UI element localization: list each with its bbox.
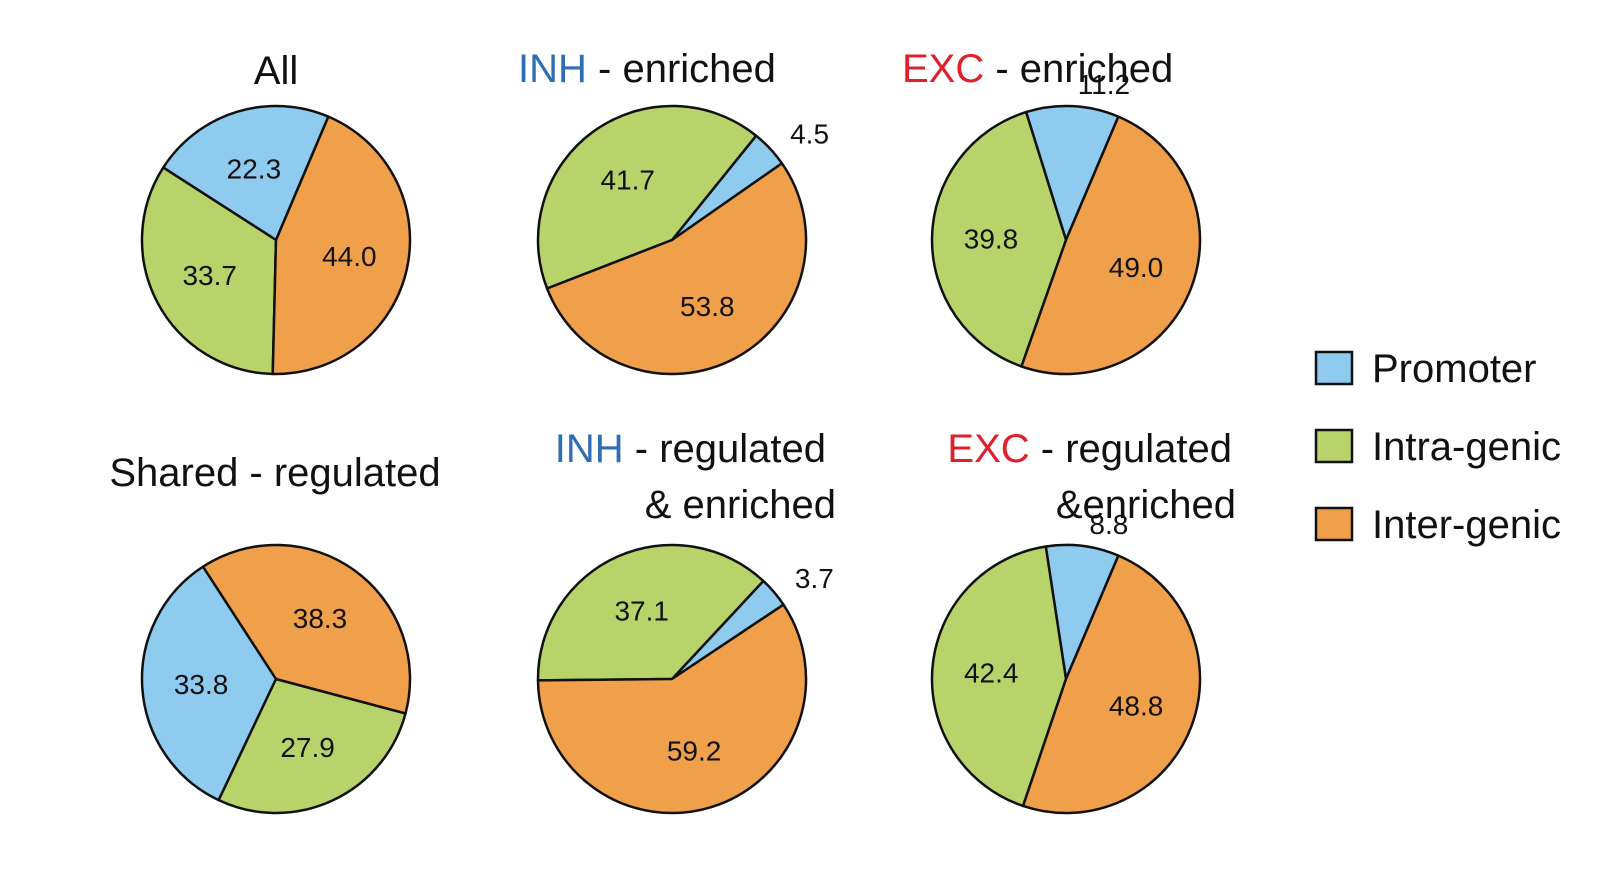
pie-slice-intergenic: [1020, 115, 1202, 376]
pie-slice-promoter: [140, 565, 278, 802]
pie-slice-intragenic: [217, 677, 407, 815]
pie-slice-promoter: [162, 104, 330, 242]
pie-slice-intergenic: [536, 603, 808, 815]
pie-slice-label-intergenic: 44.0: [322, 241, 377, 272]
pie-title-inh-regulated: INH - regulated: [555, 427, 826, 471]
legend-item-intragenic: Intra-genic: [1314, 425, 1561, 469]
legend-swatch-intragenic: [1314, 428, 1354, 464]
pie-slice-label-promoter: 33.8: [174, 669, 229, 700]
pie-title-exc-enriched: EXC - enriched: [902, 47, 1173, 91]
pie-slice-label-intragenic: 33.7: [182, 260, 237, 291]
pie-slice-intergenic: [271, 115, 412, 376]
pie-title-rest: - enriched: [995, 47, 1173, 91]
pie-all: 22.3 33.7 44.0: [140, 104, 412, 376]
pie-inh-enriched: 4.5 41.7 53.8: [536, 104, 829, 376]
pie-slice-label-intergenic: 49.0: [1109, 252, 1164, 283]
pie-title-rest: - enriched: [598, 47, 776, 91]
pie-slice-label-intragenic: 41.7: [600, 164, 655, 195]
pie-slice-label-promoter: 8.8: [1089, 509, 1128, 540]
pie-slice-label-intergenic: 48.8: [1109, 691, 1164, 722]
pie-title-inh-regulated-line2: & enriched: [645, 483, 836, 527]
pie-title-prefix-exc: EXC: [902, 47, 984, 91]
legend-item-intergenic: Inter-genic: [1314, 503, 1561, 547]
pie-slice-label-intragenic: 42.4: [964, 658, 1019, 689]
pie-inh-regulated-enriched: 3.7 37.1 59.2: [536, 543, 834, 815]
pie-title-exc-regulated: EXC - regulated: [947, 427, 1232, 471]
pie-slice-intergenic: [1021, 554, 1202, 815]
legend-label-intergenic: Inter-genic: [1372, 503, 1561, 547]
pie-slice-intergenic: [201, 543, 412, 715]
pie-title-prefix-exc: EXC: [947, 427, 1029, 471]
pie-shared-regulated: 33.8 27.9 38.3: [140, 543, 412, 815]
pie-title-exc-regulated-line2: &enriched: [1056, 483, 1236, 527]
pie-title-shared-regulated: Shared - regulated: [109, 451, 440, 495]
legend: Promoter Intra-genic Inter-genic: [1314, 347, 1561, 547]
pie-slice-label-promoter: 4.5: [790, 119, 829, 150]
legend-item-promoter: Promoter: [1314, 347, 1537, 391]
pie-slice-label-intragenic: 37.1: [614, 595, 669, 626]
pie-slice-label-intergenic: 38.3: [293, 603, 348, 634]
pie-slice-intragenic: [536, 104, 758, 290]
legend-label-intragenic: Intra-genic: [1372, 425, 1561, 469]
pie-title-prefix-inh: INH: [518, 47, 587, 91]
pie-title-rest: - regulated: [1041, 427, 1232, 471]
pie-slice-label-intergenic: 53.8: [680, 291, 735, 322]
pie-exc-regulated-enriched: 8.8 42.4 48.8: [930, 509, 1202, 815]
pie-title-prefix-inh: INH: [555, 427, 624, 471]
legend-swatch-intergenic: [1314, 506, 1354, 542]
pie-slice-label-intragenic: 27.9: [280, 732, 335, 763]
pie-title-inh-enriched: INH - enriched: [518, 47, 776, 91]
pie-slice-promoter: [1024, 104, 1120, 242]
pie-slice-label-intragenic: 39.8: [964, 224, 1019, 255]
pie-slice-intergenic: [545, 162, 808, 376]
pie-slice-intragenic: [536, 543, 765, 682]
legend-label-promoter: Promoter: [1372, 347, 1537, 391]
pie-exc-enriched: 11.2 39.8 49.0: [930, 69, 1202, 376]
pie-slice-label-promoter: 11.2: [1078, 69, 1130, 100]
pie-slice-intragenic: [930, 545, 1068, 808]
pie-title-all: All: [254, 49, 298, 93]
pie-title-rest: - regulated: [635, 427, 826, 471]
pie-slice-label-promoter: 3.7: [795, 563, 834, 594]
pie-slice-label-intergenic: 59.2: [667, 736, 722, 767]
pie-slice-intragenic: [140, 166, 278, 376]
pie-slice-intragenic: [930, 110, 1068, 368]
legend-swatch-promoter: [1314, 350, 1354, 386]
pie-slice-label-promoter: 22.3: [227, 153, 282, 184]
